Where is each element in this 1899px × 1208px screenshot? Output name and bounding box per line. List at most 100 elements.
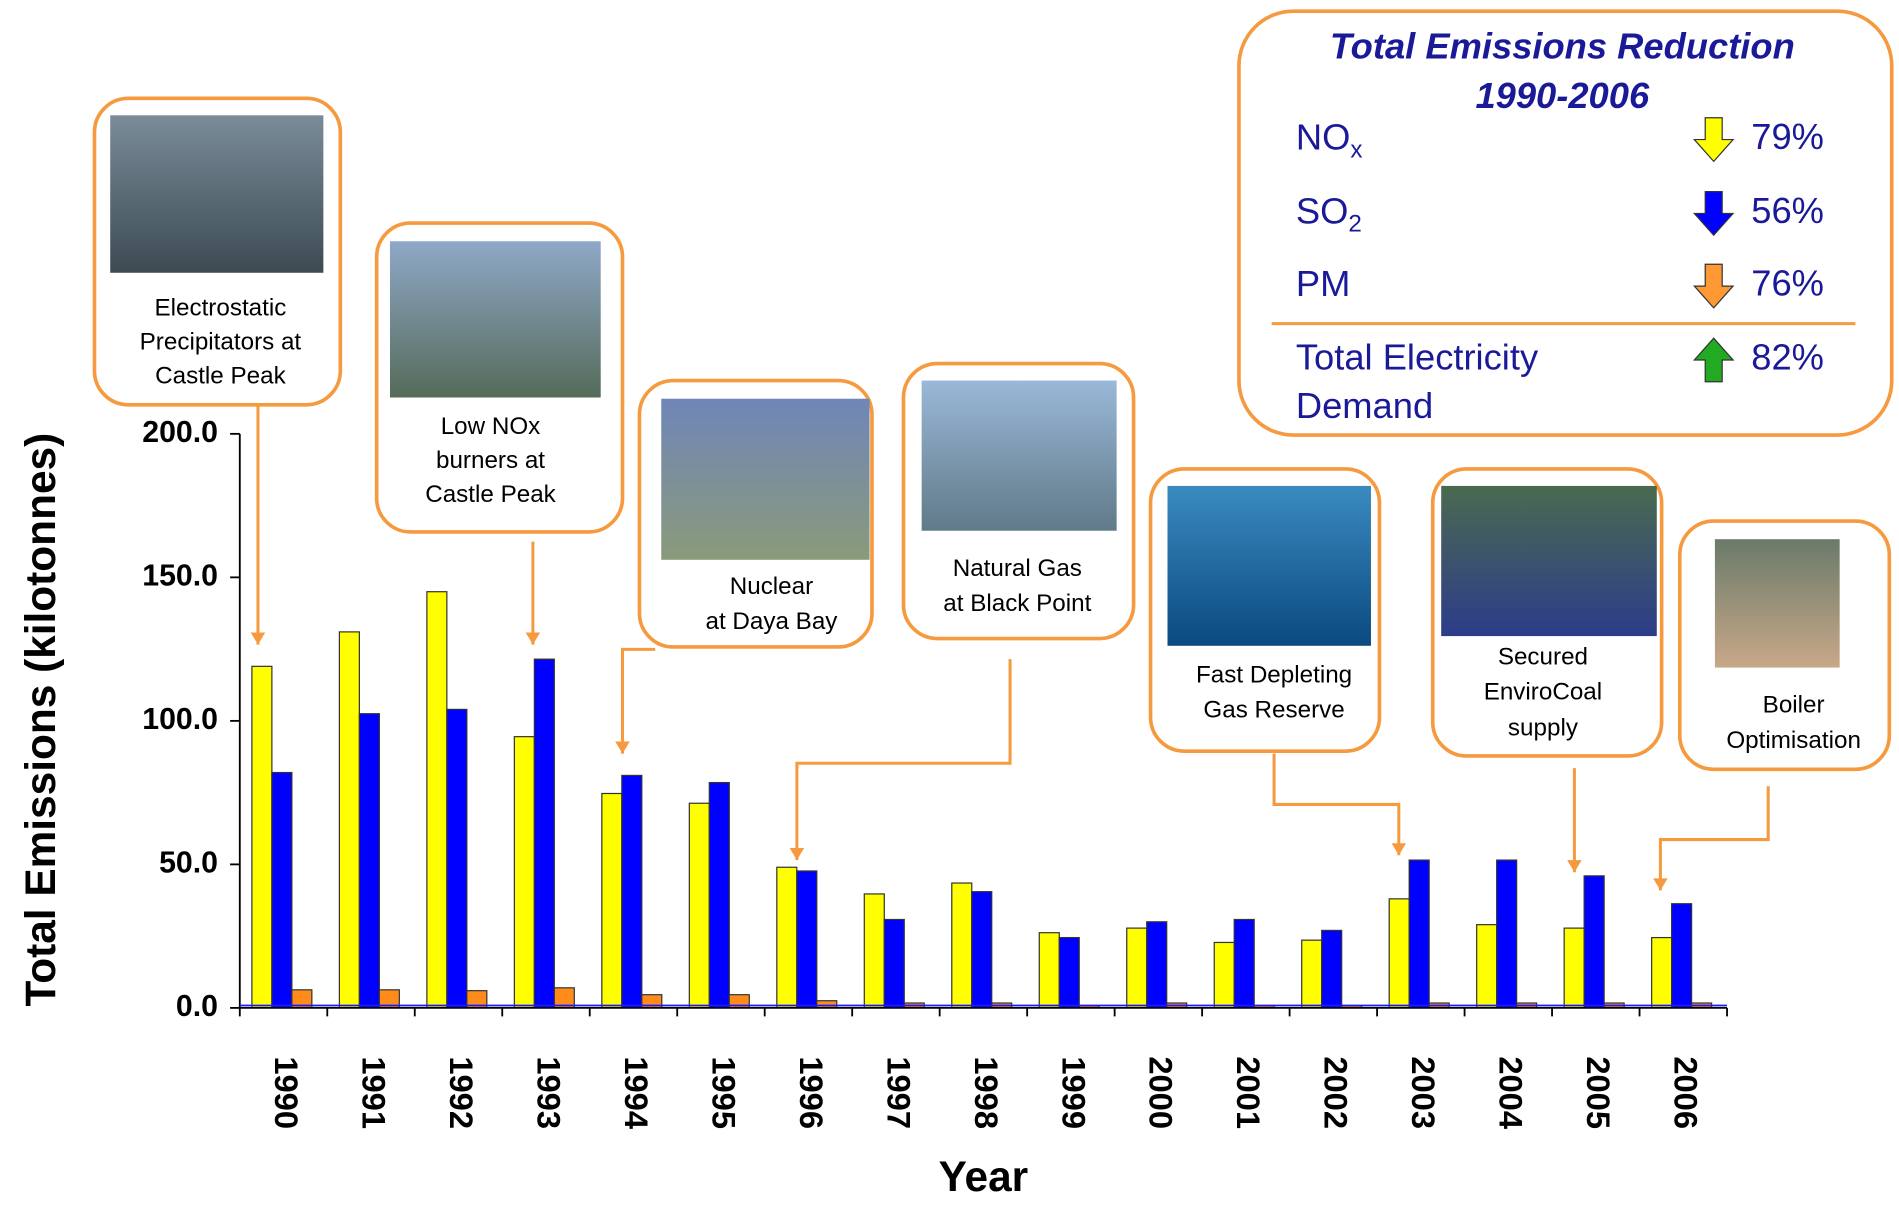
y-tick-label: 200.0	[142, 416, 218, 449]
bar	[601, 792, 623, 1009]
x-tick-label: 2004	[1493, 1056, 1530, 1129]
x-tick-label: 1999	[1055, 1056, 1092, 1129]
summary-label: PM	[1296, 263, 1350, 304]
callout-text: Secured	[1498, 643, 1588, 670]
arrow-head	[615, 741, 630, 754]
callout-image	[1441, 485, 1657, 637]
bar	[951, 882, 973, 1009]
bar	[1038, 932, 1060, 1009]
summary-box	[1237, 9, 1894, 437]
x-tick-label: 2002	[1318, 1056, 1355, 1129]
callout-arrow	[1272, 753, 1401, 856]
summary-value: 79%	[1751, 116, 1824, 157]
summary-label-sub: 2	[1348, 211, 1361, 238]
callout-text: burners at	[436, 447, 545, 474]
bar	[338, 631, 360, 1009]
x-tick-label: 1992	[443, 1056, 480, 1129]
bar	[883, 918, 905, 1009]
bar	[708, 781, 730, 1009]
x-tick-label: 2005	[1580, 1056, 1617, 1129]
bar	[1408, 859, 1430, 1009]
x-tick-label: 1995	[705, 1056, 742, 1129]
bar	[621, 774, 643, 1009]
bar	[776, 866, 798, 1009]
bar	[1301, 939, 1323, 1009]
summary-label-sub: x	[1350, 137, 1362, 164]
callout-text: Fast Depleting	[1196, 661, 1352, 688]
arrow-head	[250, 632, 266, 645]
callout-text: at Daya Bay	[705, 608, 838, 635]
bar	[863, 893, 885, 1009]
summary-title: Total Emissions Reduction	[1330, 25, 1795, 66]
x-tick-label: 2000	[1143, 1056, 1180, 1129]
bar	[1321, 929, 1343, 1009]
bar	[1671, 903, 1693, 1009]
x-tick-label: 1998	[968, 1056, 1005, 1129]
callout-arrow	[795, 659, 1012, 861]
callout-text: Precipitators at	[140, 328, 302, 355]
callout-text: Boiler	[1763, 692, 1825, 719]
y-tick-label: 50.0	[159, 846, 218, 879]
callout-text: Low NOx	[441, 413, 541, 440]
y-tick-label: 100.0	[142, 703, 218, 736]
bar	[1476, 924, 1498, 1009]
callout-text: EnviroCoal	[1484, 678, 1602, 705]
bar	[1651, 936, 1673, 1009]
callout-image	[389, 241, 601, 398]
callout-text: Optimisation	[1726, 727, 1861, 754]
x-tick-label: 1993	[530, 1056, 567, 1129]
summary-title: 1990-2006	[1475, 75, 1650, 116]
x-axis-title: Year	[939, 1153, 1029, 1200]
callout-image	[1167, 485, 1371, 646]
summary-value: 76%	[1751, 263, 1824, 304]
summary-arrow	[1692, 191, 1735, 237]
summary-arrow	[1692, 117, 1735, 163]
y-axis-title: Total Emissions (kilotonnes)	[17, 433, 64, 1007]
x-tick-label: 1991	[355, 1056, 392, 1129]
bar	[1146, 921, 1168, 1009]
summary-label-main: PM	[1296, 263, 1350, 304]
x-tick-label: 1990	[268, 1056, 305, 1129]
y-tick-label: 0.0	[176, 990, 218, 1023]
x-tick-label: 2006	[1668, 1056, 1705, 1129]
callout-text: Castle Peak	[425, 481, 556, 508]
bar	[796, 870, 818, 1009]
summary-label: NOx	[1296, 116, 1363, 164]
bar	[513, 736, 535, 1009]
callout-image	[661, 398, 870, 560]
bar	[1496, 859, 1518, 1009]
summary-value: 82%	[1751, 337, 1824, 378]
bar	[446, 708, 468, 1009]
bar	[1388, 898, 1410, 1009]
callout-text: supply	[1508, 715, 1579, 742]
x-tick-label: 2003	[1405, 1056, 1442, 1129]
summary-label-main: NO	[1296, 116, 1350, 157]
callout-arrow	[1658, 786, 1770, 891]
summary-label: Demand	[1296, 385, 1433, 426]
bar	[1058, 936, 1080, 1009]
bar	[688, 802, 710, 1009]
callout-text: Nuclear	[730, 573, 813, 600]
summary-label: SO2	[1296, 190, 1362, 238]
summary-value: 56%	[1751, 190, 1824, 231]
y-tick-label: 150.0	[142, 559, 218, 592]
callout-image	[921, 380, 1117, 531]
summary-arrow	[1692, 263, 1735, 309]
callout-text: Castle Peak	[155, 362, 286, 389]
bar	[971, 891, 993, 1009]
bar	[251, 665, 273, 1009]
arrow-head	[1567, 860, 1582, 873]
bar	[426, 591, 448, 1009]
arrow-head	[525, 632, 541, 645]
callout-arrow	[620, 647, 656, 754]
x-tick-label: 1997	[880, 1056, 917, 1129]
summary-label-main: SO	[1296, 190, 1348, 231]
arrow-head	[1653, 878, 1668, 891]
bar	[816, 1000, 838, 1009]
bar	[1233, 918, 1255, 1009]
bar	[1213, 941, 1235, 1009]
callout-text: Electrostatic	[154, 294, 286, 321]
bar	[533, 658, 555, 1009]
x-tick-label: 1994	[618, 1056, 655, 1129]
